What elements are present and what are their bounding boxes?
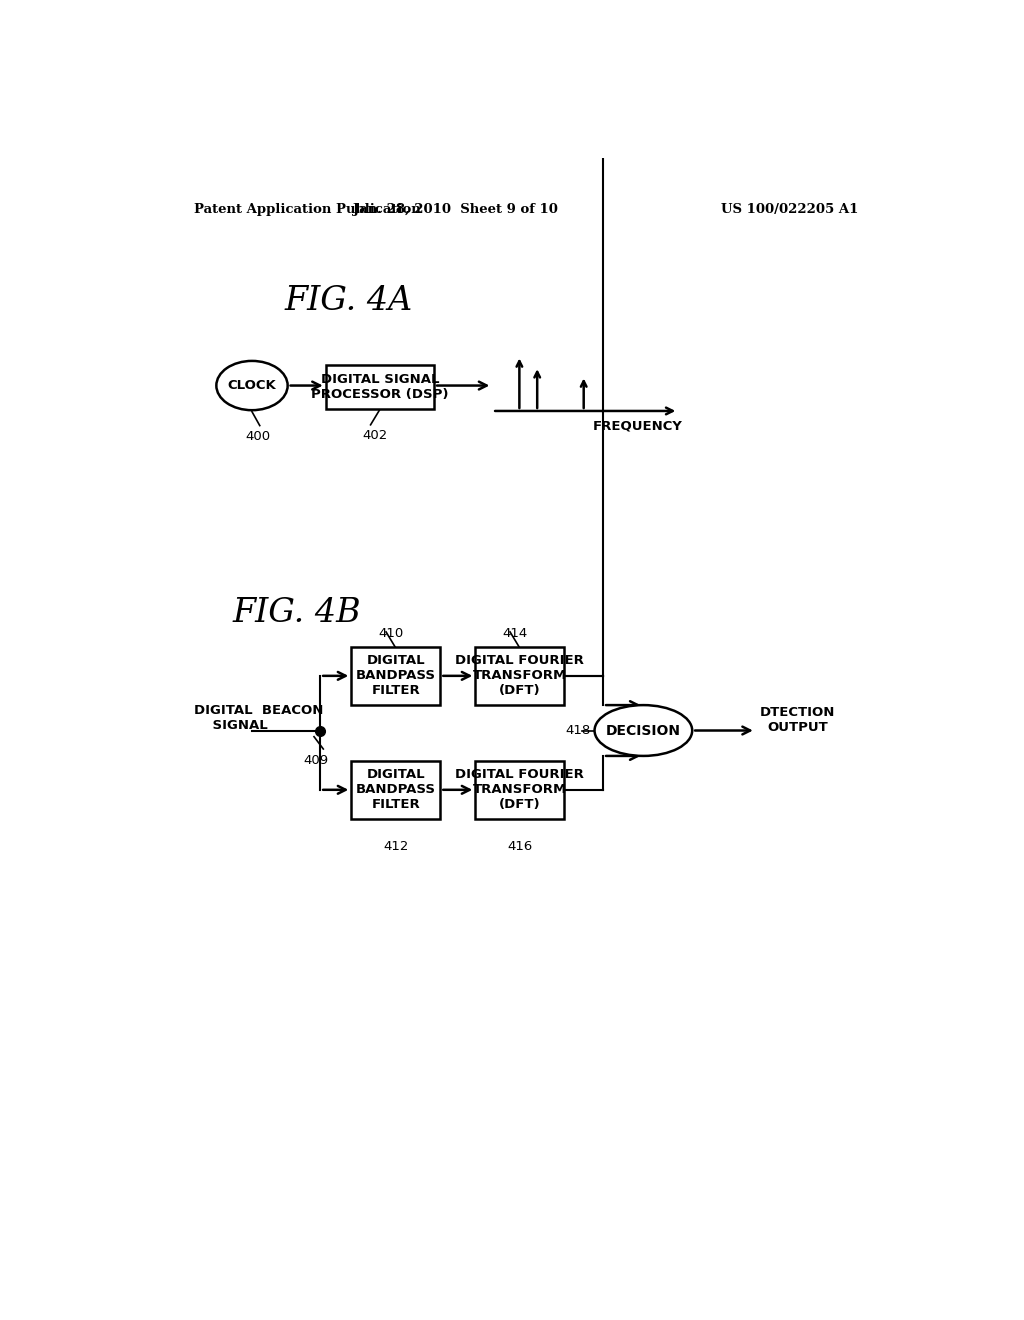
Text: 416: 416 [507, 840, 532, 853]
Text: 410: 410 [378, 627, 403, 640]
Text: CLOCK: CLOCK [227, 379, 276, 392]
Text: DIGITAL
BANDPASS
FILTER: DIGITAL BANDPASS FILTER [355, 655, 436, 697]
Text: FREQUENCY: FREQUENCY [592, 420, 682, 433]
Text: FIG. 4B: FIG. 4B [232, 597, 361, 628]
Text: 400: 400 [246, 430, 271, 444]
Text: DIGITAL FOURIER
TRANSFORM
(DFT): DIGITAL FOURIER TRANSFORM (DFT) [456, 655, 585, 697]
Text: FIG. 4A: FIG. 4A [285, 285, 413, 317]
Text: 409: 409 [303, 754, 329, 767]
Text: DIGITAL FOURIER
TRANSFORM
(DFT): DIGITAL FOURIER TRANSFORM (DFT) [456, 768, 585, 812]
FancyBboxPatch shape [326, 364, 434, 409]
FancyBboxPatch shape [351, 760, 440, 818]
Text: Patent Application Publication: Patent Application Publication [194, 203, 421, 216]
Text: DECISION: DECISION [606, 723, 681, 738]
Ellipse shape [216, 360, 288, 411]
Ellipse shape [595, 705, 692, 756]
Text: 414: 414 [503, 627, 527, 640]
Text: US 100/022205 A1: US 100/022205 A1 [721, 203, 858, 216]
Text: DIGITAL  BEACON
    SIGNAL: DIGITAL BEACON SIGNAL [194, 704, 324, 733]
FancyBboxPatch shape [475, 760, 564, 818]
FancyBboxPatch shape [351, 647, 440, 705]
FancyBboxPatch shape [475, 647, 564, 705]
Text: DTECTION
OUTPUT: DTECTION OUTPUT [760, 706, 835, 734]
Text: DIGITAL SIGNAL
PROCESSOR (DSP): DIGITAL SIGNAL PROCESSOR (DSP) [311, 374, 449, 401]
Text: DIGITAL
BANDPASS
FILTER: DIGITAL BANDPASS FILTER [355, 768, 436, 812]
Text: 418: 418 [565, 723, 591, 737]
Text: 402: 402 [362, 429, 388, 442]
Text: 412: 412 [383, 840, 409, 853]
Text: Jan. 28, 2010  Sheet 9 of 10: Jan. 28, 2010 Sheet 9 of 10 [352, 203, 557, 216]
